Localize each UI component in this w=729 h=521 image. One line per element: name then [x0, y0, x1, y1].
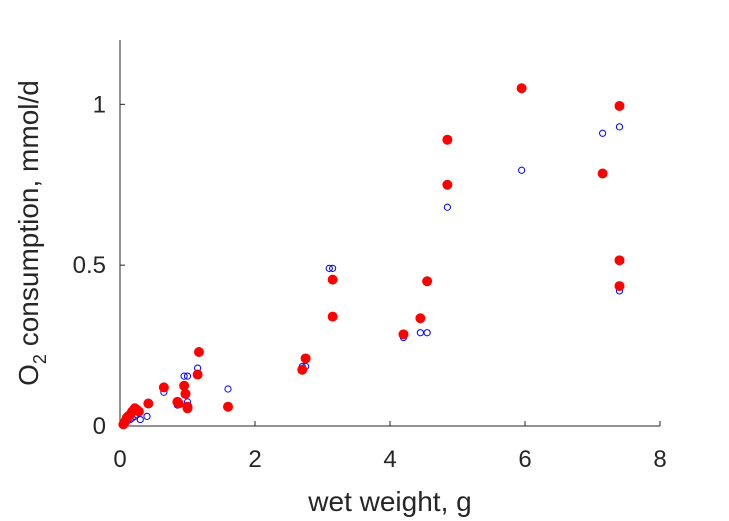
filled-data-point	[327, 274, 338, 285]
filled-data-point	[182, 403, 193, 414]
y-axis-label: O2 consumption, mmol/d	[13, 80, 50, 386]
open-data-point	[518, 166, 526, 174]
filled-data-point	[327, 311, 338, 322]
open-data-point	[143, 412, 151, 420]
filled-data-point	[192, 369, 203, 380]
filled-data-point	[173, 398, 184, 409]
series-0	[121, 123, 624, 427]
filled-data-point	[614, 281, 625, 292]
y-axis-label-rest: consumption, mmol/d	[13, 80, 44, 354]
x-tick-label: 8	[653, 446, 666, 473]
y-tick-label: 0	[93, 413, 106, 440]
filled-data-point	[614, 255, 625, 266]
filled-data-point	[158, 382, 169, 393]
filled-data-point	[415, 313, 426, 324]
filled-data-point	[597, 168, 608, 179]
filled-data-point	[133, 406, 144, 417]
open-data-point	[423, 329, 431, 337]
ticks: 0 2 4 6 8 0 0.5 1	[73, 91, 667, 473]
open-data-point	[599, 129, 607, 137]
open-data-point	[615, 123, 624, 131]
open-data-point	[325, 264, 333, 272]
filled-data-point	[442, 134, 453, 145]
filled-data-point	[143, 398, 154, 409]
x-tick-label: 0	[113, 446, 126, 473]
x-tick-label: 6	[518, 446, 531, 473]
open-data-point	[183, 372, 192, 380]
filled-data-point	[516, 83, 527, 94]
x-tick-label: 2	[248, 446, 261, 473]
filled-data-point	[398, 329, 409, 340]
filled-data-point	[442, 179, 453, 190]
open-data-point	[136, 415, 144, 424]
filled-data-point	[614, 100, 625, 111]
open-data-point	[443, 203, 451, 211]
filled-data-point	[422, 276, 433, 287]
filled-data-point	[193, 347, 204, 358]
open-data-point	[329, 264, 337, 272]
y-axis-label-subscript: 2	[30, 354, 50, 364]
open-data-point	[224, 385, 232, 393]
x-axis-label: wet weight, g	[307, 486, 471, 517]
data-points	[118, 83, 625, 430]
series-1	[118, 83, 625, 430]
y-axis-label-main: O	[13, 364, 44, 386]
x-tick-label: 4	[383, 446, 396, 473]
filled-data-point	[180, 388, 191, 399]
filled-data-point	[297, 364, 308, 375]
filled-data-point	[300, 353, 311, 364]
open-data-point	[416, 329, 424, 337]
y-tick-label: 0.5	[73, 252, 106, 279]
filled-data-point	[222, 401, 233, 412]
filled-data-point	[179, 380, 190, 391]
y-tick-label: 1	[93, 91, 106, 118]
open-data-point	[180, 372, 188, 380]
